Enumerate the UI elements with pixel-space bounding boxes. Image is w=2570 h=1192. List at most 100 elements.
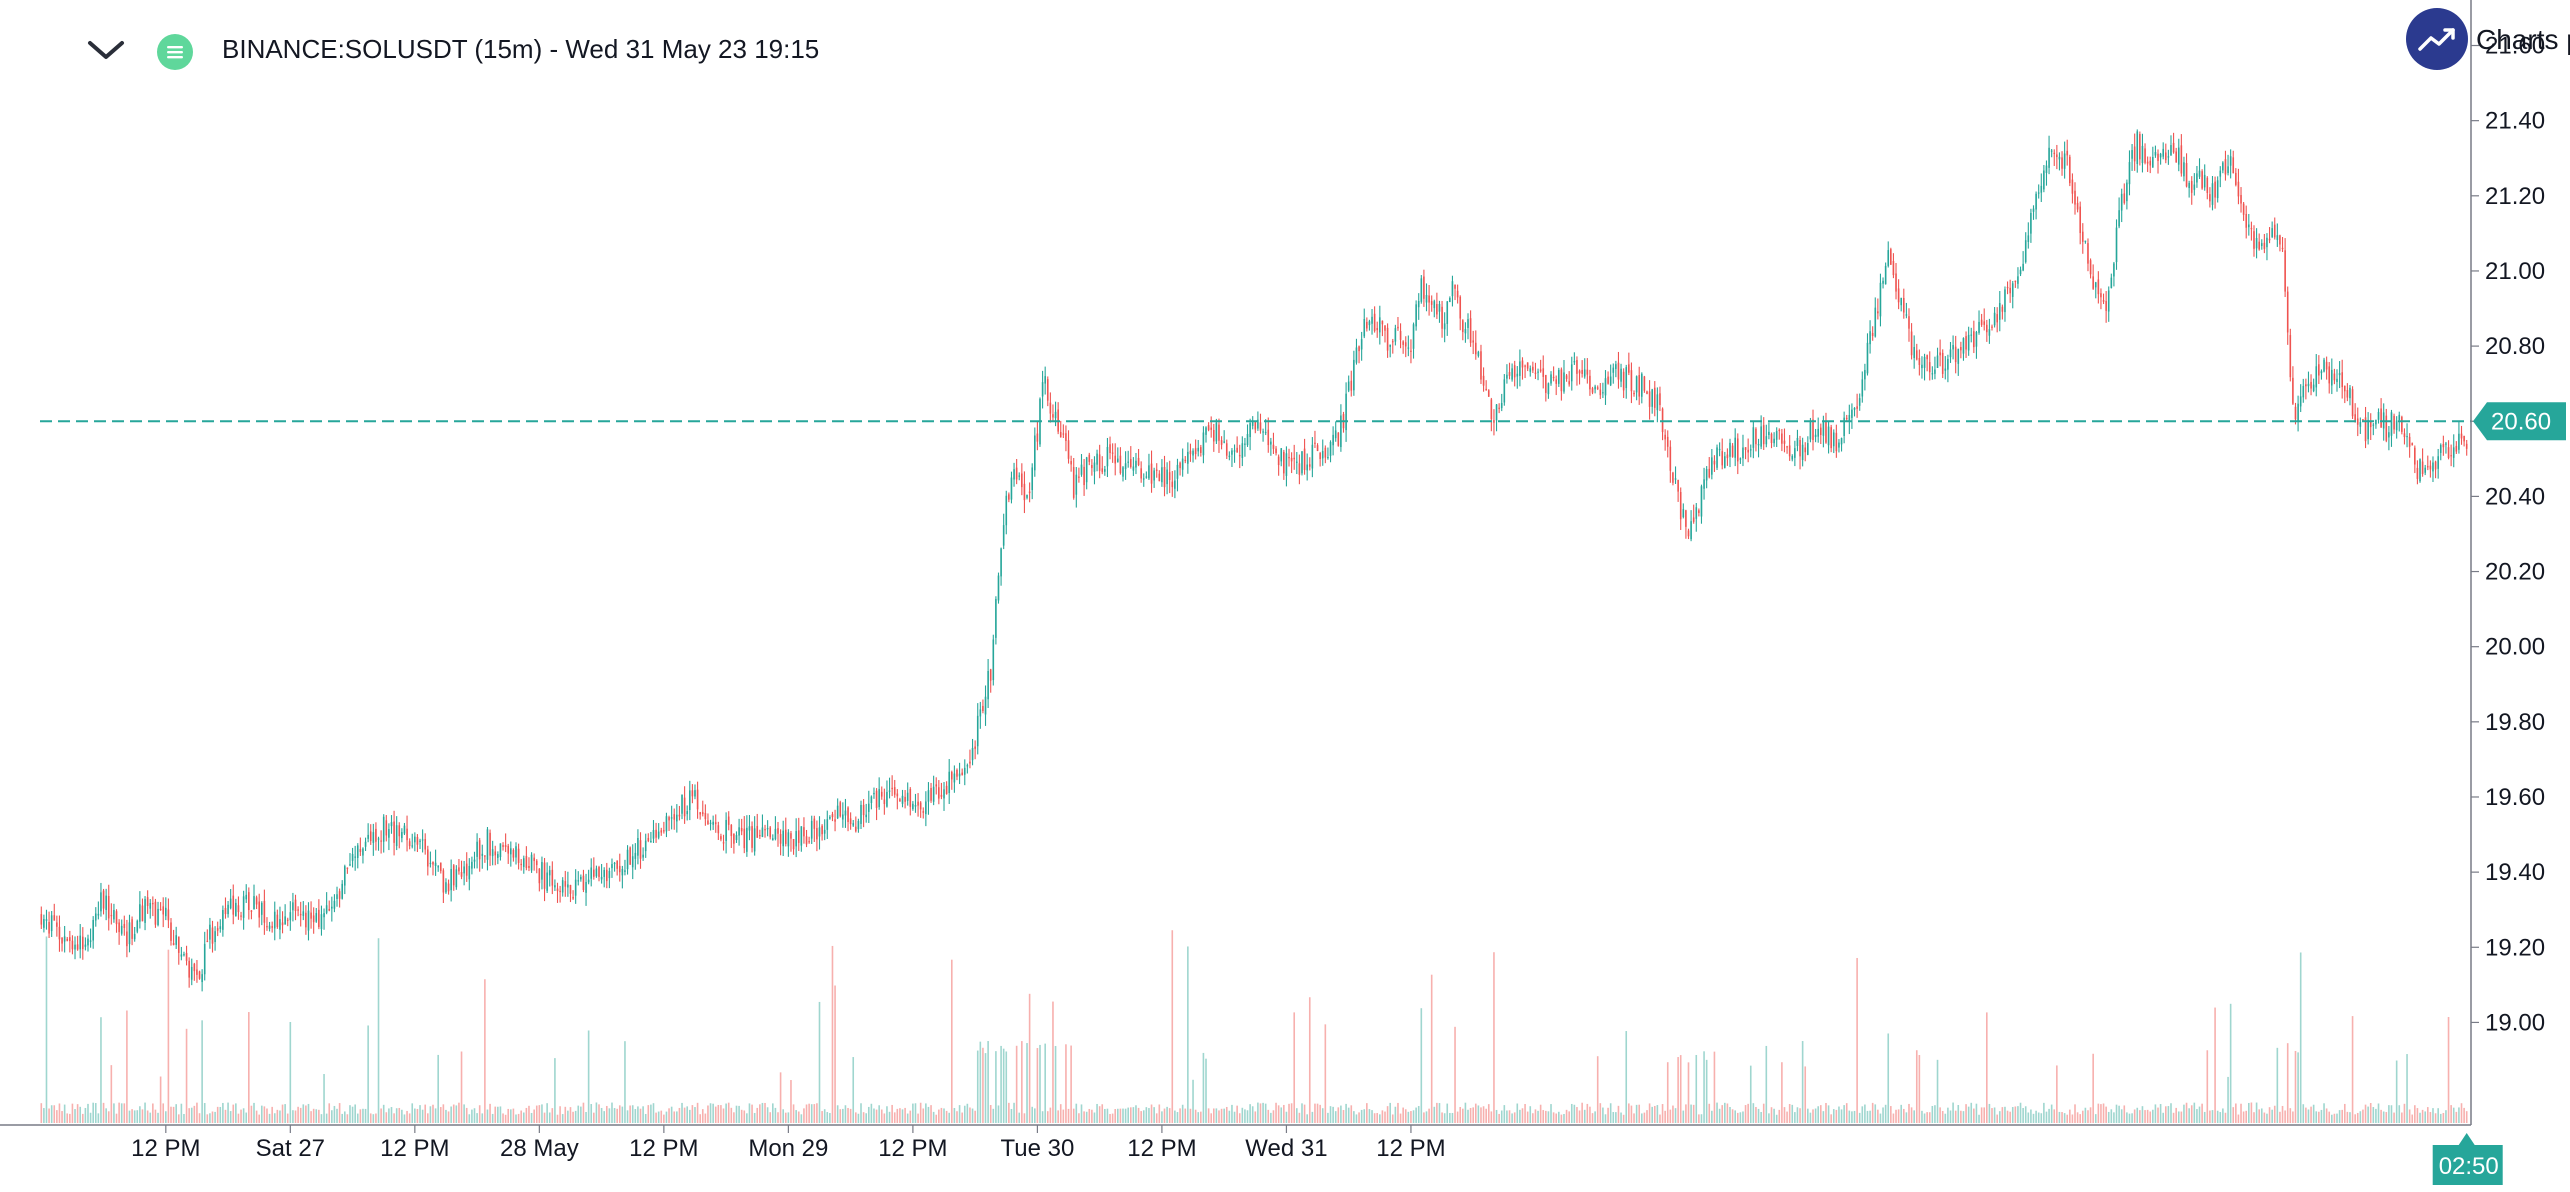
candle-body <box>1869 331 1871 345</box>
volume-bar <box>618 1105 621 1123</box>
volume-bar <box>144 1102 146 1123</box>
candle-body <box>507 845 510 854</box>
volume-bar <box>1731 1109 1734 1123</box>
volume-bar <box>2284 1110 2286 1123</box>
candle-body <box>1257 419 1259 429</box>
price-tick-label: 21.60 <box>2485 33 2545 60</box>
volume-bar <box>131 1109 133 1123</box>
candle-body <box>2180 145 2183 174</box>
candle-body <box>1534 372 1537 374</box>
volume-bar <box>1791 1104 1794 1123</box>
candle-body <box>2136 131 2139 164</box>
candle-body <box>808 841 810 843</box>
candle-body <box>1270 441 1272 445</box>
candle-body <box>548 870 551 876</box>
candle-body <box>1275 448 1277 454</box>
candle-body <box>354 856 356 858</box>
volume-bar <box>953 1107 956 1123</box>
candle-body <box>1602 392 1604 394</box>
volume-bar <box>1026 1043 1028 1123</box>
volume-bar <box>1747 1103 1749 1123</box>
volume-bar <box>1576 1107 1578 1123</box>
candle-body <box>1949 349 1952 358</box>
volume-bar <box>574 1110 577 1123</box>
volume-bar <box>704 1113 707 1123</box>
volume-bar <box>1010 1108 1013 1123</box>
volume-bar <box>1394 1106 1397 1123</box>
candle-body <box>976 715 979 747</box>
volume-bar <box>779 1072 782 1123</box>
volume-bar <box>650 1104 652 1123</box>
price-tick-label: 19.60 <box>2485 784 2545 811</box>
candle-body <box>1407 347 1410 349</box>
volume-bar <box>1358 1112 1360 1123</box>
candle-body <box>1122 467 1124 477</box>
candle-body <box>2362 419 2364 421</box>
volume-bar <box>1978 1114 1980 1123</box>
candle-body <box>336 894 338 899</box>
candle-body <box>891 787 893 790</box>
candle-body <box>1015 467 1018 480</box>
candle-body <box>1620 368 1622 382</box>
candle-body <box>1591 388 1594 393</box>
candle-body <box>2074 190 2076 205</box>
candle-body <box>574 879 577 896</box>
candle-body <box>190 966 193 980</box>
volume-bar <box>2315 1111 2318 1123</box>
volume-bar <box>808 1103 810 1123</box>
volume-bar <box>1386 1106 1389 1123</box>
candle-body <box>1386 327 1389 351</box>
candle-body <box>240 915 242 917</box>
candle-body <box>2372 424 2375 426</box>
candle-body <box>862 804 865 816</box>
volume-bar <box>1008 1102 1010 1123</box>
candle-body <box>1519 361 1521 376</box>
volume-bar <box>359 1109 362 1123</box>
volume-bar <box>930 1105 932 1123</box>
volume-bar <box>1620 1112 1622 1123</box>
candle-body <box>1708 468 1711 478</box>
candle-body <box>914 805 917 807</box>
candle-body <box>1978 321 1980 333</box>
candle-body <box>590 867 593 879</box>
volume-bar <box>1469 1107 1472 1123</box>
volume-bar <box>1262 1102 1264 1123</box>
price-axis[interactable]: 21.6021.4021.2021.0020.8020.6020.4020.20… <box>2471 33 2545 1037</box>
brand-logo[interactable]: Charts p <box>2406 8 2570 72</box>
candle-body <box>1423 276 1425 299</box>
candle-body <box>2110 277 2113 288</box>
candle-body <box>2401 416 2403 432</box>
volume-bar <box>1965 1104 1967 1123</box>
candle-body <box>1041 382 1044 397</box>
volume-bar <box>193 1105 196 1123</box>
candle-body <box>644 840 647 852</box>
volume-bar <box>1939 1107 1941 1123</box>
collapse-button[interactable] <box>78 28 134 74</box>
candle-body <box>120 925 123 934</box>
candle-body <box>896 793 899 797</box>
volume-bar <box>302 1104 305 1123</box>
volume-bar <box>720 1105 722 1123</box>
candle-body <box>118 922 120 933</box>
candle-body <box>175 935 177 945</box>
volume-bar <box>2030 1109 2032 1123</box>
candle-body <box>1288 457 1290 459</box>
volume-bar <box>1264 1103 1267 1123</box>
time-axis[interactable]: 12 PM Sat 27 12 PM 28 May 12 PM Mon 29 12 PM Tu… <box>131 1125 1446 1162</box>
volume-bar <box>1936 1059 1939 1123</box>
candle-body <box>1197 447 1200 452</box>
volume-bar <box>1516 1103 1519 1123</box>
volume-bar <box>1443 1113 1446 1123</box>
volume-bar <box>733 1112 735 1123</box>
volume-bar <box>1768 1113 1770 1123</box>
volume-bar <box>2190 1105 2193 1123</box>
volume-bar <box>385 1112 388 1123</box>
candle-body <box>1882 280 1884 284</box>
volume-bar <box>631 1105 634 1123</box>
candle-body <box>1428 295 1430 303</box>
volume-bar <box>343 1111 346 1123</box>
candle-body <box>1251 421 1254 426</box>
market-status-indicator[interactable] <box>157 34 193 70</box>
candle-body <box>956 769 958 777</box>
